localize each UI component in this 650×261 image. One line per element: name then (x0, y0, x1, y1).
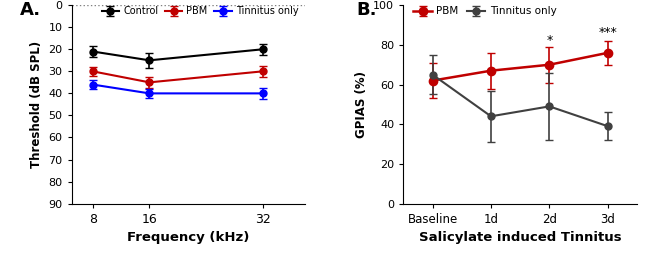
Legend: Control, PBM, Tinnitus only: Control, PBM, Tinnitus only (101, 6, 298, 16)
Text: ***: *** (599, 26, 617, 39)
Y-axis label: GPIAS (%): GPIAS (%) (355, 71, 368, 138)
X-axis label: Frequency (kHz): Frequency (kHz) (127, 231, 250, 244)
Y-axis label: Threshold (dB SPL): Threshold (dB SPL) (30, 41, 43, 168)
Text: *: * (546, 34, 552, 47)
Text: A.: A. (20, 1, 41, 19)
Legend: PBM, Tinnitus only: PBM, Tinnitus only (413, 7, 556, 16)
Text: B.: B. (357, 1, 377, 19)
X-axis label: Salicylate induced Tinnitus: Salicylate induced Tinnitus (419, 231, 621, 244)
